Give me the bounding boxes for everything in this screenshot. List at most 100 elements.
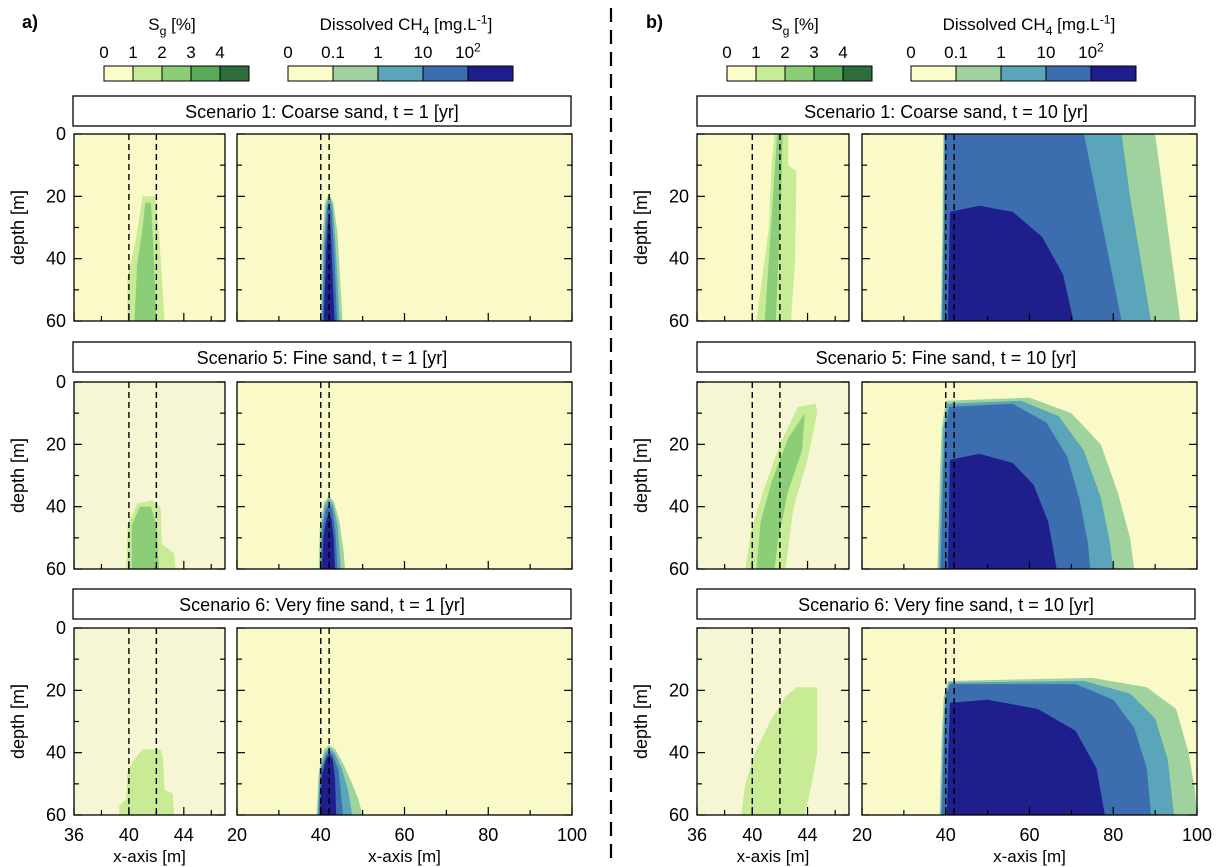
- y-tick-label: 40: [669, 249, 689, 269]
- ch4-subplot: [861, 381, 1198, 570]
- text-part: Scenario 1: Coarse sand, t = 1 [yr]: [185, 102, 459, 122]
- text-part: Scenario 1: Coarse sand, t = 10 [yr]: [804, 102, 1088, 122]
- subscript: 4: [423, 24, 430, 38]
- text-part: 44: [798, 825, 818, 845]
- x-tick-label: 100: [1182, 825, 1212, 845]
- x-axis-label: x-axis [m]: [993, 847, 1066, 866]
- colorbar-ch4-tick: 10: [414, 43, 433, 62]
- contour-group: [127, 196, 165, 321]
- text-part: depth [m]: [631, 190, 651, 265]
- colorbar-ch4-title: Dissolved CH4 [mg.L-1]: [943, 13, 1116, 39]
- x-tick-label: 60: [1019, 825, 1039, 845]
- plot-background: [237, 134, 572, 321]
- colorbar-ch4-swatch: [1045, 65, 1092, 82]
- colorbar-sg: Sg [%] 0 1 2 3 4: [722, 15, 873, 82]
- y-axis-label: depth [m]: [631, 684, 651, 759]
- text-part: 10: [414, 43, 433, 62]
- gas-saturation-contour: [756, 413, 805, 569]
- text-part: 40: [46, 743, 66, 763]
- colorbar-ch4-tick: 0: [283, 43, 292, 62]
- x-tick-label: 80: [1103, 825, 1123, 845]
- y-tick-label: 40: [46, 743, 66, 763]
- text-part: depth [m]: [8, 684, 28, 759]
- text-part: 0: [99, 43, 108, 62]
- text-part: 0.1: [944, 43, 968, 62]
- colorbar-sg-title: Sg [%]: [771, 15, 818, 38]
- y-tick-label: 20: [46, 434, 66, 454]
- text-part: 40: [669, 497, 689, 517]
- text-part: 1: [373, 43, 382, 62]
- text-part: x-axis [m]: [737, 847, 810, 866]
- colorbar-sg-swatch: [219, 65, 250, 82]
- text-part: Scenario 5: Fine sand, t = 1 [yr]: [197, 348, 448, 368]
- text-part: 40: [936, 825, 956, 845]
- y-tick-label: 40: [669, 743, 689, 763]
- text-part: 60: [669, 311, 689, 331]
- text-part: 80: [1103, 825, 1123, 845]
- x-tick-label: 60: [394, 825, 414, 845]
- text-part: 80: [478, 825, 498, 845]
- text-part: 36: [64, 825, 84, 845]
- text-part: depth [m]: [8, 190, 28, 265]
- text-part: 0: [56, 124, 66, 144]
- subscript: g: [160, 24, 167, 38]
- y-axis-label: depth [m]: [631, 438, 651, 513]
- colorbar-ch4-swatch: [332, 65, 379, 82]
- y-axis-label: depth [m]: [8, 438, 28, 513]
- colorbar-sg-swatch: [842, 65, 873, 82]
- y-axis-label: depth [m]: [8, 190, 28, 265]
- superscript: -1: [477, 13, 488, 27]
- contour-group: [320, 193, 343, 321]
- colorbar-sg: Sg [%] 0 1 2 3 4: [99, 15, 250, 82]
- text-part: 40: [46, 249, 66, 269]
- text-part: 100: [1182, 825, 1212, 845]
- contour-group: [119, 749, 175, 815]
- methane-concentration-contour: [319, 754, 337, 815]
- colorbar-sg-tick: 3: [186, 43, 195, 62]
- scenario-title-box: [696, 588, 1196, 620]
- y-tick-label: 60: [669, 559, 689, 579]
- y-tick-label: 20: [46, 680, 66, 700]
- y-tick-label: 60: [669, 805, 689, 825]
- text-part: a): [22, 12, 38, 32]
- scenario-title: Scenario 5: Fine sand, t = 1 [yr]: [197, 348, 448, 368]
- gas-saturation-contour: [764, 134, 783, 321]
- contour-group: [741, 687, 818, 815]
- y-tick-label: 60: [46, 805, 66, 825]
- colorbar-ch4-swatch: [955, 65, 1002, 82]
- scenario-title: Scenario 1: Coarse sand, t = 10 [yr]: [804, 102, 1088, 122]
- sg-subplot: 0 20 40 60 depth [m] 36 40 44 x-axis [m]: [8, 618, 226, 866]
- text-part: 2: [780, 43, 789, 62]
- text-part: [%]: [789, 15, 818, 34]
- x-tick-label: 40: [742, 825, 762, 845]
- text-part: 36: [687, 825, 707, 845]
- colorbar-sg-swatch: [132, 65, 163, 82]
- contour-group: [756, 134, 797, 321]
- contour-group: [939, 677, 1197, 815]
- scenario-title-box: [72, 588, 572, 620]
- text-part: S: [771, 15, 782, 34]
- colorbar-sg-swatch: [190, 65, 221, 82]
- x-tick-label: 44: [798, 825, 818, 845]
- text-part: 20: [46, 186, 66, 206]
- colorbar-ch4-swatch: [910, 65, 957, 82]
- ch4-subplot: 20 40 60 80 100 x-axis [m]: [852, 627, 1212, 866]
- text-part: ]: [1111, 15, 1116, 34]
- text-part: 40: [669, 249, 689, 269]
- x-axis-label: x-axis [m]: [737, 847, 810, 866]
- contour-group: [937, 397, 1135, 569]
- colorbar-sg-title: Sg [%]: [148, 15, 195, 38]
- text-part: depth [m]: [631, 684, 651, 759]
- gas-saturation-contour: [119, 749, 175, 815]
- colorbar-ch4: Dissolved CH4 [mg.L-1]0 0.1 1 10 102: [906, 13, 1137, 82]
- text-part: x-axis [m]: [113, 847, 186, 866]
- text-part: 60: [669, 805, 689, 825]
- x-tick-label: 36: [687, 825, 707, 845]
- colorbar-ch4-swatch: [377, 65, 424, 82]
- superscript: -1: [1100, 13, 1111, 27]
- y-tick-label: 20: [46, 186, 66, 206]
- y-tick-label: 60: [46, 311, 66, 331]
- text-part: 100: [557, 825, 587, 845]
- y-tick-label: 0: [56, 618, 66, 638]
